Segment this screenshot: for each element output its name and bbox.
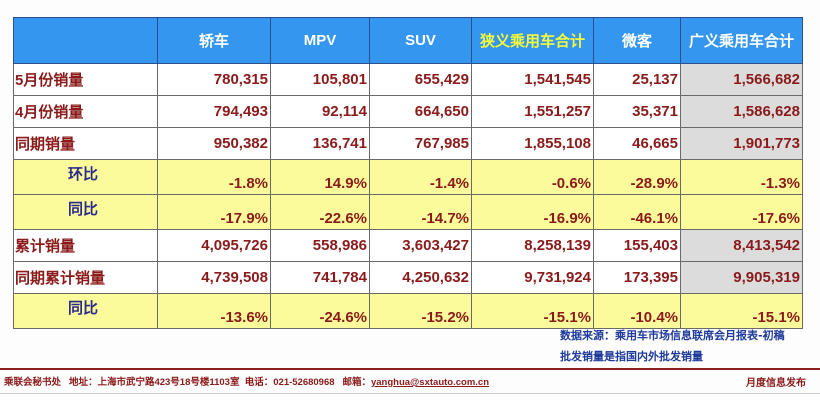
row-label: 5月份销量 <box>13 63 158 96</box>
footer-address: 地址：上海市武宁路423号18号楼1103室 <box>68 377 240 388</box>
cell: -15.1% <box>680 293 803 329</box>
cell: 1,901,773 <box>680 127 803 160</box>
row-label: 同比 <box>13 293 158 329</box>
cell: 794,493 <box>157 95 271 128</box>
header-row: 轿车 MPV SUV 狭义乘用车合计 微客 广义乘用车合计 <box>13 17 803 64</box>
cell: 741,784 <box>270 261 370 294</box>
row-label: 4月份销量 <box>13 95 158 128</box>
cell: -17.9% <box>157 194 271 230</box>
table-row: 4月份销量 794,493 92,114 664,650 1,551,257 3… <box>13 95 803 128</box>
cell: 4,095,726 <box>157 229 271 262</box>
header-mpv: MPV <box>270 17 370 64</box>
header-blank <box>13 17 158 64</box>
cell: 558,986 <box>270 229 370 262</box>
footer-email-label: 邮箱： <box>342 377 371 388</box>
row-label: 环比 <box>13 159 158 195</box>
cell: 9,905,319 <box>680 261 803 294</box>
footer-divider <box>0 368 820 370</box>
cell: 655,429 <box>369 63 472 96</box>
sales-table: 轿车 MPV SUV 狭义乘用车合计 微客 广义乘用车合计 5月份销量 780,… <box>13 17 803 329</box>
table-row-ratio: 同比 -17.9% -22.6% -14.7% -16.9% -46.1% -1… <box>13 194 803 230</box>
footer-phone: 电话：021-52680968 <box>244 377 335 388</box>
cell: -15.1% <box>471 293 594 329</box>
cell: 8,258,139 <box>471 229 594 262</box>
cell: 14.9% <box>270 159 370 195</box>
cell: 1,855,108 <box>471 127 594 160</box>
cell: -14.7% <box>369 194 472 230</box>
cell: 3,603,427 <box>369 229 472 262</box>
table-row-ratio: 同比 -13.6% -24.6% -15.2% -15.1% -10.4% -1… <box>13 293 803 329</box>
cell: 9,731,924 <box>471 261 594 294</box>
cell: -22.6% <box>270 194 370 230</box>
table-row: 同期累计销量 4,739,508 741,784 4,250,632 9,731… <box>13 261 803 294</box>
cell: -17.6% <box>680 194 803 230</box>
cell: -46.1% <box>593 194 681 230</box>
cell: -28.9% <box>593 159 681 195</box>
cell: 155,403 <box>593 229 681 262</box>
cell: 4,739,508 <box>157 261 271 294</box>
row-label: 同比 <box>13 194 158 230</box>
cell: 46,665 <box>593 127 681 160</box>
header-broad-total: 广义乘用车合计 <box>680 17 803 64</box>
cell: 105,801 <box>270 63 370 96</box>
footer-contact: 乘联会秘书处 地址：上海市武宁路423号18号楼1103室 电话：021-526… <box>4 374 489 388</box>
cell: -1.3% <box>680 159 803 195</box>
cell: 664,650 <box>369 95 472 128</box>
header-sedan: 轿车 <box>157 17 271 64</box>
table-row: 同期销量 950,382 136,741 767,985 1,855,108 4… <box>13 127 803 160</box>
cell: 92,114 <box>270 95 370 128</box>
cell: -13.6% <box>157 293 271 329</box>
footer-org: 乘联会秘书处 <box>4 377 62 388</box>
cell: -15.2% <box>369 293 472 329</box>
definition-note: 批发销量是指国内外批发销量 <box>560 350 703 363</box>
cell: 767,985 <box>369 127 472 160</box>
header-minivan: 微客 <box>593 17 681 64</box>
row-label: 同期销量 <box>13 127 158 160</box>
data-source-note: 数据来源：乘用车市场信息联席会月报表-初稿 <box>560 329 785 342</box>
cell: 25,137 <box>593 63 681 96</box>
cell: 173,395 <box>593 261 681 294</box>
cell: -10.4% <box>593 293 681 329</box>
cell: 780,315 <box>157 63 271 96</box>
footer-bottom-divider <box>0 393 820 394</box>
cell: 136,741 <box>270 127 370 160</box>
row-label: 同期累计销量 <box>13 261 158 294</box>
cell: 1,566,682 <box>680 63 803 96</box>
cell: -24.6% <box>270 293 370 329</box>
table-row: 5月份销量 780,315 105,801 655,429 1,541,545 … <box>13 63 803 96</box>
header-suv: SUV <box>369 17 472 64</box>
cell: 1,551,257 <box>471 95 594 128</box>
table-row-ratio: 环比 -1.8% 14.9% -1.4% -0.6% -28.9% -1.3% <box>13 159 803 195</box>
footer-email-link[interactable]: yanghua@sxtauto.com.cn <box>370 377 489 388</box>
cell: 1,541,545 <box>471 63 594 96</box>
cell: -16.9% <box>471 194 594 230</box>
table-row: 累计销量 4,095,726 558,986 3,603,427 8,258,1… <box>13 229 803 262</box>
cell: 8,413,542 <box>680 229 803 262</box>
cell: 4,250,632 <box>369 261 472 294</box>
cell: 950,382 <box>157 127 271 160</box>
header-narrow-total: 狭义乘用车合计 <box>471 17 594 64</box>
cell: -1.4% <box>369 159 472 195</box>
cell: 1,586,628 <box>680 95 803 128</box>
footer-monthly-release: 月度信息发布 <box>746 378 806 389</box>
cell: 35,371 <box>593 95 681 128</box>
cell: -0.6% <box>471 159 594 195</box>
cell: -1.8% <box>157 159 271 195</box>
row-label: 累计销量 <box>13 229 158 262</box>
